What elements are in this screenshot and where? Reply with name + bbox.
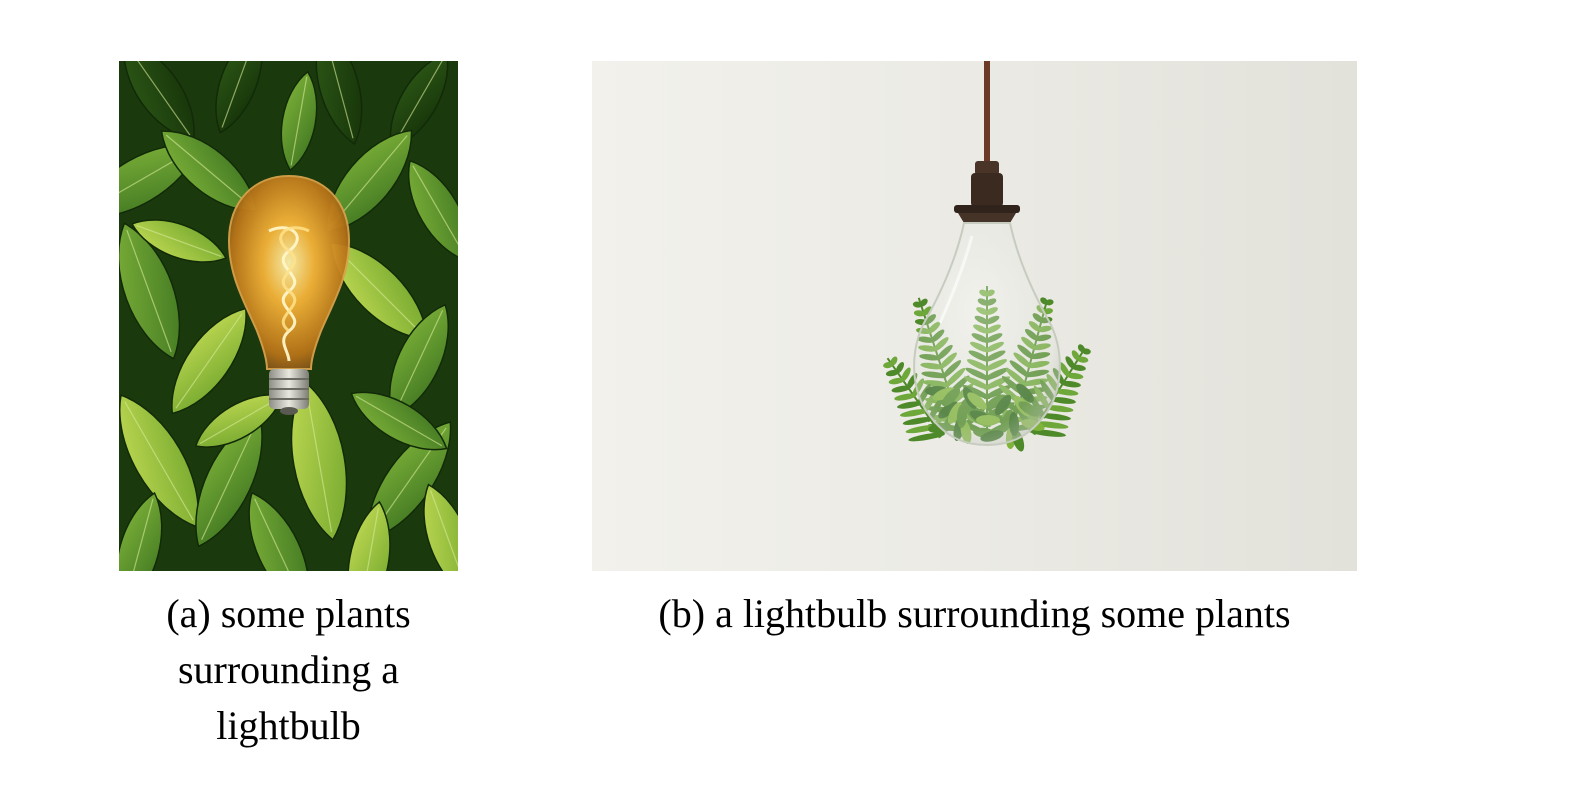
leaf-cluster <box>119 61 458 571</box>
subfigure-a-image <box>119 61 458 571</box>
leaf-vein <box>221 61 257 128</box>
leaf-vein <box>127 61 191 136</box>
subfigure-b-caption: (b) a lightbulb surrounding some plants <box>658 591 1291 636</box>
leaf-vein <box>305 389 333 533</box>
pendant-cord <box>984 61 990 166</box>
leaf-vein <box>393 61 445 145</box>
leaf-vein <box>355 395 443 447</box>
leaf-vein <box>175 313 243 409</box>
leaf-vein <box>126 229 172 353</box>
leaf-vein <box>136 225 222 257</box>
leaf-vein <box>429 490 458 571</box>
leaf-vein <box>324 61 354 139</box>
plants-in-lightbulb-illustration <box>883 61 1091 452</box>
leaf-vein <box>124 401 194 521</box>
leaf-vein <box>254 498 304 571</box>
leaf-vein <box>165 134 253 208</box>
leaf-vein <box>335 247 423 335</box>
leaf-vein <box>394 310 444 412</box>
leaf-vein <box>359 507 379 571</box>
socket-icon <box>954 161 1020 223</box>
lightbulb-icon <box>227 174 351 415</box>
leaf-vein <box>201 422 257 540</box>
subfigure-a-caption: (a) some plants surrounding a lightbulb <box>166 591 411 748</box>
leaf-vein <box>124 498 154 571</box>
leaves-lightbulb-illustration <box>119 61 458 571</box>
leaf-vein <box>290 76 308 166</box>
subfigure-b-image <box>592 61 1357 571</box>
leaf-vein <box>199 397 279 445</box>
leaf-vein <box>412 165 458 257</box>
glass-bulb-icon <box>913 222 1061 447</box>
